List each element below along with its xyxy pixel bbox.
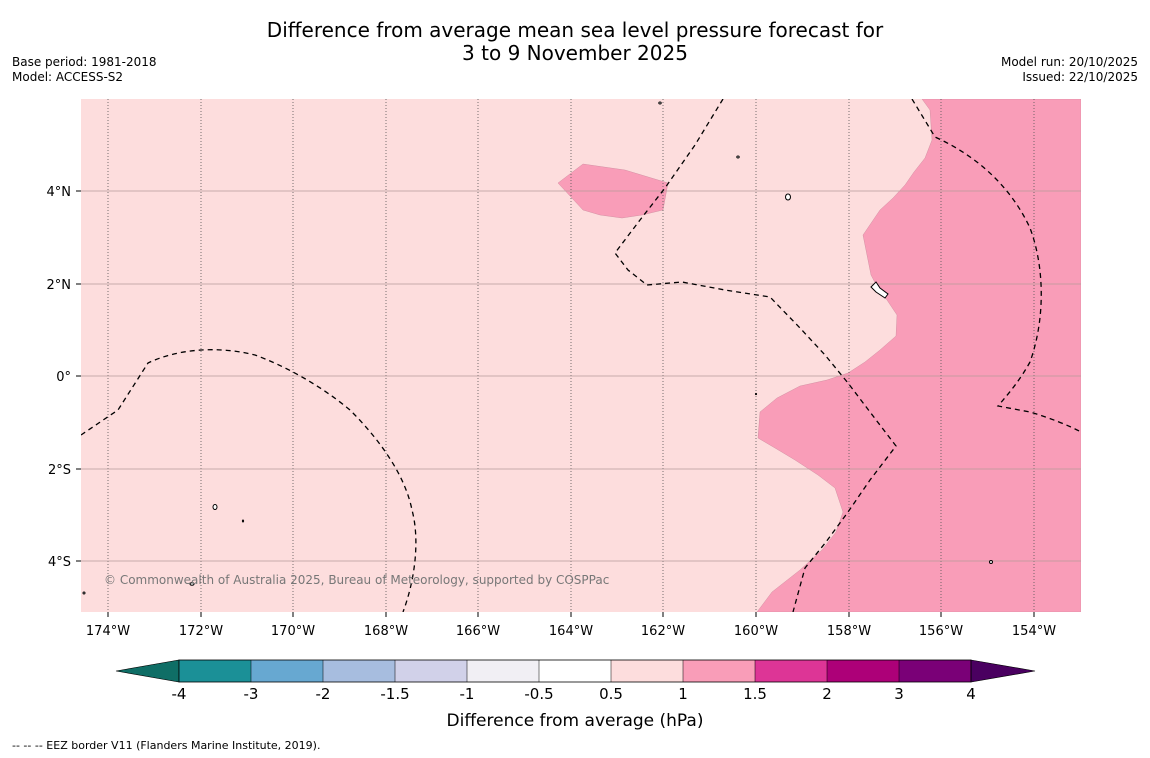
colorbar-bin-5	[467, 660, 539, 682]
lon-label-156w: 156°W	[919, 624, 963, 639]
lon-label-164w: 164°W	[549, 624, 593, 639]
latitude-gridlines	[81, 190, 1081, 562]
colorbar-bin-6	[539, 660, 611, 682]
map-title-line-1: Difference from average mean sea level p…	[266, 18, 884, 42]
eez-border-central	[614, 99, 897, 612]
island-h	[189, 582, 195, 586]
colorbar-tick-9: 1.5	[743, 685, 767, 703]
colorbar-tick-1: -4	[172, 685, 187, 703]
lat-label-4s: 4°S	[48, 555, 71, 570]
colorbar-ticks: -4 -3 -2 -1.5 -1 -0.5 0.5 1 1.5 2 3 4	[172, 685, 976, 703]
colorbar-bin-7	[611, 660, 683, 682]
island-b	[736, 155, 740, 159]
axis-ticks	[76, 190, 1035, 617]
colorbar-tick-5: -1	[460, 685, 475, 703]
colorbar-tick-6: -0.5	[524, 685, 553, 703]
island-j	[82, 591, 86, 595]
colorbar-tick-3: -2	[316, 685, 331, 703]
lat-label-4n: 4°N	[47, 185, 72, 200]
colorbar-label: Difference from average (hPa)	[447, 711, 704, 731]
island-g	[241, 519, 245, 523]
colorbar-bin-11	[899, 660, 971, 682]
colorbar-bin-2	[251, 660, 323, 682]
eez-borders	[81, 99, 1081, 612]
colorbar-bin-10	[827, 660, 899, 682]
colorbar-extend-low	[115, 659, 180, 683]
colorbar-bin-1	[179, 660, 251, 682]
lon-label-158w: 158°W	[827, 624, 871, 639]
lon-label-162w: 162°W	[641, 624, 685, 639]
island-a	[658, 101, 662, 105]
eez-border-west	[81, 349, 417, 612]
colorbar-tick-4: -1.5	[380, 685, 409, 703]
meta-right: Model run: 20/10/2025 Issued: 22/10/2025	[1001, 55, 1138, 85]
island-f	[212, 504, 218, 510]
lon-label-154w: 154°W	[1012, 624, 1056, 639]
base-period: Base period: 1981-2018	[12, 55, 157, 69]
colorbar-tick-7: 0.5	[599, 685, 623, 703]
colorbar	[115, 659, 1036, 683]
colorbar-tick-11: 3	[894, 685, 904, 703]
colorbar-outline	[178, 659, 972, 683]
islands	[82, 101, 993, 595]
lon-label-174w: 174°W	[86, 624, 130, 639]
lon-label-160w: 160°W	[734, 624, 778, 639]
lat-label-2s: 2°S	[48, 463, 71, 478]
colorbar-tick-10: 2	[822, 685, 832, 703]
colorbar-tick-12: 4	[966, 685, 976, 703]
colorbar-tick-8: 1	[678, 685, 688, 703]
issued-date: Issued: 22/10/2025	[1022, 70, 1138, 84]
lon-label-170w: 170°W	[271, 624, 315, 639]
lon-label-168w: 168°W	[364, 624, 408, 639]
colorbar-bin-4	[395, 660, 467, 682]
colorbar-bin-9	[755, 660, 827, 682]
eez-footnote: -- -- -- EEZ border V11 (Flanders Marine…	[12, 739, 321, 752]
lat-label-0: 0°	[56, 370, 71, 385]
island-e	[754, 392, 758, 396]
lat-label-2n: 2°N	[47, 278, 72, 293]
lon-label-172w: 172°W	[179, 624, 223, 639]
longitude-labels: 174°W 172°W 170°W 168°W 166°W 164°W 162°…	[86, 624, 1056, 639]
island-i	[989, 560, 993, 564]
meta-left: Base period: 1981-2018 Model: ACCESS-S2	[12, 55, 157, 85]
latitude-labels: 4°N 2°N 0° 2°S 4°S	[47, 185, 72, 570]
model-run: Model run: 20/10/2025	[1000, 55, 1138, 69]
map-area: © Commonwealth of Australia 2025, Bureau…	[81, 99, 1081, 612]
lon-label-166w: 166°W	[456, 624, 500, 639]
island-d	[870, 281, 889, 299]
colorbar-tick-2: -3	[244, 685, 259, 703]
colorbar-bin-3	[323, 660, 395, 682]
colorbar-extend-high	[970, 659, 1036, 683]
copyright-notice: © Commonwealth of Australia 2025, Bureau…	[104, 573, 609, 587]
model-name: Model: ACCESS-S2	[12, 70, 124, 84]
map-title-line-2: 3 to 9 November 2025	[462, 41, 688, 65]
pressure-region-east	[756, 99, 1081, 612]
colorbar-bin-8	[683, 660, 755, 682]
eez-border-east	[911, 99, 1081, 433]
island-c	[785, 193, 791, 201]
